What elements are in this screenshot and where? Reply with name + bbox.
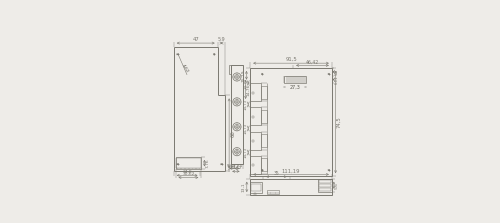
Bar bbox=[232, 164, 234, 167]
Bar bbox=[260, 110, 266, 123]
Text: 25,42: 25,42 bbox=[230, 167, 242, 170]
Bar bbox=[319, 180, 331, 183]
Text: 5,1: 5,1 bbox=[227, 163, 234, 167]
Text: 14,73: 14,73 bbox=[244, 123, 248, 134]
Text: 14,73: 14,73 bbox=[244, 99, 248, 110]
Bar bbox=[260, 86, 266, 99]
Text: 35: 35 bbox=[274, 171, 280, 176]
Text: 5,9: 5,9 bbox=[218, 37, 226, 42]
Text: 4,62: 4,62 bbox=[181, 64, 190, 74]
Text: 5,4: 5,4 bbox=[334, 69, 338, 75]
Text: 10,85: 10,85 bbox=[230, 163, 243, 167]
Text: 27,3: 27,3 bbox=[290, 85, 300, 90]
Text: 66: 66 bbox=[230, 130, 235, 137]
Bar bbox=[250, 68, 332, 176]
Bar bbox=[250, 182, 262, 193]
Text: 74,5: 74,5 bbox=[337, 116, 342, 128]
Text: 7,76: 7,76 bbox=[206, 158, 210, 168]
Text: 14,73: 14,73 bbox=[244, 77, 248, 89]
Text: 6,11: 6,11 bbox=[334, 75, 338, 84]
Bar bbox=[284, 76, 306, 83]
Bar bbox=[252, 140, 254, 142]
Text: 5,6: 5,6 bbox=[335, 182, 339, 189]
Bar bbox=[250, 184, 260, 191]
Text: 30,62: 30,62 bbox=[182, 173, 194, 176]
Text: 15,19: 15,19 bbox=[242, 69, 246, 82]
Bar bbox=[252, 116, 254, 118]
Text: 91,5: 91,5 bbox=[285, 57, 297, 62]
Bar bbox=[250, 107, 260, 126]
Bar bbox=[176, 157, 202, 169]
Text: 13,1: 13,1 bbox=[242, 182, 246, 192]
Bar bbox=[250, 156, 260, 173]
Bar bbox=[250, 179, 332, 195]
Bar bbox=[232, 64, 242, 164]
Bar bbox=[254, 193, 256, 195]
Text: 46,42: 46,42 bbox=[306, 60, 319, 64]
Text: 14,76: 14,76 bbox=[246, 83, 250, 96]
Bar bbox=[318, 179, 332, 192]
Bar bbox=[252, 164, 254, 166]
Bar bbox=[319, 188, 331, 191]
Bar bbox=[176, 158, 201, 168]
Bar bbox=[250, 132, 260, 150]
Bar bbox=[250, 83, 260, 101]
Bar bbox=[230, 64, 232, 74]
Bar bbox=[252, 92, 254, 94]
Bar bbox=[319, 184, 331, 187]
Text: 14,73: 14,73 bbox=[244, 147, 248, 158]
Text: 47: 47 bbox=[192, 37, 199, 42]
Text: 34,8: 34,8 bbox=[182, 170, 192, 174]
Text: 111,19: 111,19 bbox=[282, 168, 300, 173]
Bar bbox=[260, 158, 266, 171]
Bar bbox=[268, 190, 278, 194]
Bar bbox=[260, 134, 266, 147]
